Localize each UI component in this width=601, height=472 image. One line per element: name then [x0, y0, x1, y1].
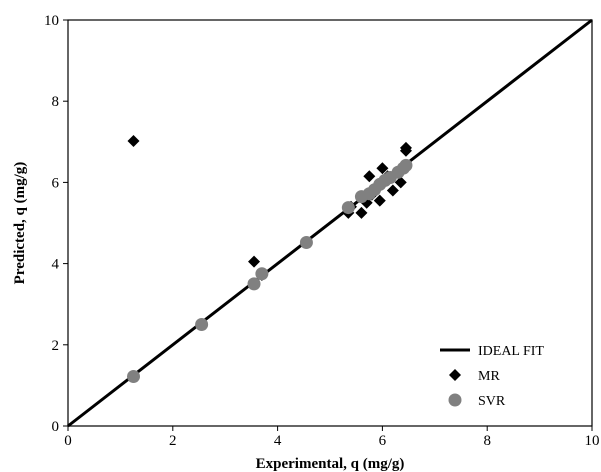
ideal-fit-line	[67, 18, 593, 428]
mr-point-13	[394, 176, 407, 189]
svr-point-3	[255, 267, 269, 281]
svr-point-0	[127, 369, 140, 383]
y-tick-label-2: 4	[52, 257, 60, 273]
legend-mr-swatch	[449, 369, 461, 381]
x-tick-label-3: 6	[379, 433, 387, 449]
mr-point-15	[399, 144, 412, 157]
legend-ideal-fit-label: IDEAL FIT	[478, 344, 544, 359]
mr-point-12	[386, 184, 399, 197]
svr-point-14	[399, 158, 413, 172]
svr-point-4	[299, 235, 313, 249]
mr-point-5	[355, 206, 368, 219]
y-tick-label-0: 0	[52, 419, 60, 435]
y-tick-label-5: 10	[44, 13, 59, 29]
mr-point-0	[127, 134, 140, 147]
mr-point-7	[363, 170, 376, 183]
svr-point-1	[195, 318, 209, 331]
x-axis-title: Experimental, q (mg/g)	[256, 456, 405, 472]
y-axis-title: Predicted, q (mg/g)	[12, 162, 28, 285]
mr-point-10	[376, 162, 389, 175]
axis-ticks	[63, 19, 593, 431]
y-tick-label-1: 2	[52, 338, 60, 354]
y-tick-label-4: 8	[52, 94, 60, 110]
x-tick-label-1: 2	[169, 433, 177, 449]
chart-marks	[67, 18, 593, 428]
tick-labels: 0 2 4 6 8 10 0 2 4 6 8 10	[44, 13, 600, 449]
y-tick-label-3: 6	[52, 175, 60, 191]
legend-svr-swatch	[448, 393, 462, 407]
x-tick-label-4: 8	[483, 433, 491, 449]
x-tick-label-0: 0	[64, 433, 72, 449]
svr-point-5	[341, 201, 355, 215]
mr-point-9	[373, 194, 386, 207]
x-tick-label-2: 4	[274, 433, 282, 449]
legend-svr-label: SVR	[478, 394, 506, 409]
x-tick-label-5: 10	[585, 433, 600, 449]
legend-mr-label: MR	[478, 369, 500, 384]
plot-frame	[67, 19, 593, 427]
svr-point-2	[247, 277, 261, 291]
mr-point-1	[248, 255, 261, 268]
legend: IDEAL FIT MR SVR	[440, 344, 544, 409]
